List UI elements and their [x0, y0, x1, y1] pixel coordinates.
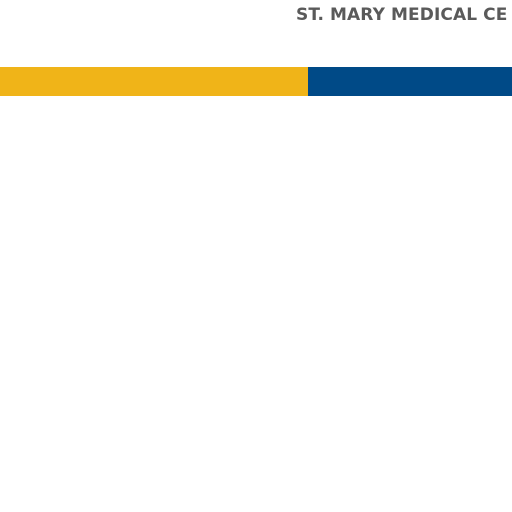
brand-stripe-blue [308, 67, 512, 96]
blank-content-area [0, 96, 512, 512]
site-title: ST. MARY MEDICAL CE [296, 5, 508, 25]
brand-stripe [0, 67, 512, 96]
brand-stripe-gold [0, 67, 308, 96]
